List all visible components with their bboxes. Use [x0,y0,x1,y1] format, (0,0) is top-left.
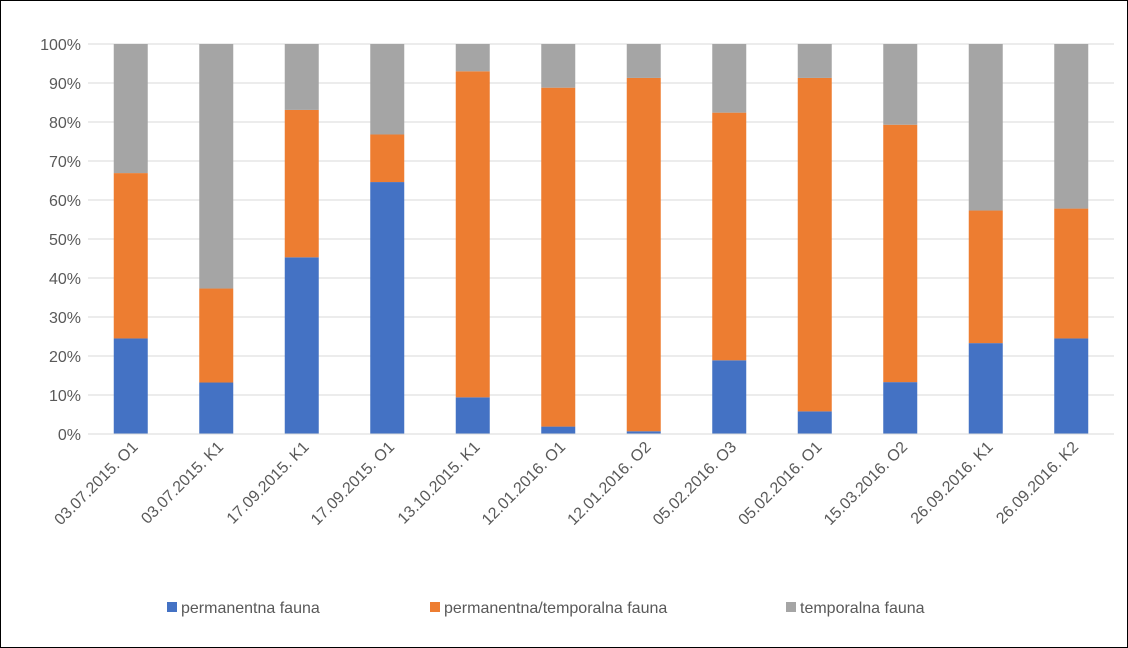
bar-segment-1 [370,182,405,434]
legend-label-1: permanentna fauna [181,600,320,617]
bar-segment-3 [712,44,747,113]
bar-segment-2 [199,288,234,383]
bar-segment-3 [883,44,918,125]
bar-segment-2 [1054,208,1089,339]
bar-segment-3 [968,44,1003,211]
y-tick-label: 90% [49,76,81,93]
x-tick-label: 03.07.2015. O1 [52,439,142,529]
gridlines [88,43,1114,435]
bar-segment-2 [883,124,918,383]
bar-segment-1 [968,343,1003,434]
y-tick-label: 10% [49,388,81,405]
x-tick-label: 12.01.2016. O2 [565,439,655,529]
legend-swatch-1 [167,602,177,612]
x-tick-label: 17.09.2015. K1 [224,439,313,528]
y-axis: 0% 10% 20% 30% 40% 50% 60% 70% 80% 90% 100% [40,37,81,444]
bar-segment-3 [797,44,832,78]
bar-segment-1 [883,382,918,434]
x-tick-label: 17.09.2015. O1 [308,439,398,529]
bar-segment-2 [455,71,490,398]
bar-segment-1 [541,426,576,434]
legend-label-2: permanentna/temporalna fauna [444,600,667,617]
y-tick-label: 50% [49,232,81,249]
bar-segment-3 [370,44,405,135]
x-tick-label: 13.10.2015. K1 [395,439,484,528]
x-tick-label: 03.07.2015. K1 [138,439,227,528]
bar-segment-2 [284,109,319,258]
bar-segment-1 [1054,338,1089,434]
y-tick-label: 60% [49,193,81,210]
bar-segment-1 [113,338,148,434]
legend-swatch-3 [786,602,796,612]
legend-label-3: temporalna fauna [800,600,925,617]
bar-segment-3 [199,44,234,289]
bar-segment-1 [284,257,319,434]
bar-segment-1 [797,411,832,434]
bar-segment-1 [455,397,490,434]
y-tick-label: 100% [40,37,81,54]
bar-segment-3 [541,44,576,88]
bar-segment-3 [455,44,490,72]
y-tick-label: 20% [49,349,81,366]
bar-segment-1 [626,431,661,434]
bar-segment-2 [113,173,148,339]
bars [113,44,1089,434]
legend: permanentna fauna permanentna/temporalna … [167,600,925,617]
bar-segment-2 [712,112,747,361]
x-tick-label: 26.09.2016. K2 [993,439,1082,528]
x-tick-label: 12.01.2016. O1 [479,439,569,529]
y-tick-label: 0% [58,427,81,444]
x-tick-label: 05.02.2016. O3 [650,439,740,529]
y-tick-label: 30% [49,310,81,327]
x-tick-label: 26.09.2016. K1 [908,439,997,528]
y-tick-label: 80% [49,115,81,132]
y-tick-label: 40% [49,271,81,288]
x-tick-label: 05.02.2016. O1 [736,439,826,529]
bar-segment-3 [1054,44,1089,209]
bar-segment-3 [626,44,661,78]
bar-segment-3 [113,44,148,174]
bar-segment-2 [370,134,405,183]
bar-segment-1 [712,360,747,434]
bar-segment-2 [797,77,832,412]
bar-segment-2 [626,77,661,432]
x-tick-label: 15.03.2016. O2 [821,439,911,529]
y-tick-label: 70% [49,154,81,171]
bar-segment-2 [541,87,576,427]
bar-segment-2 [968,210,1003,344]
legend-swatch-2 [430,602,440,612]
bar-segment-1 [199,382,234,434]
bar-segment-3 [284,44,319,110]
